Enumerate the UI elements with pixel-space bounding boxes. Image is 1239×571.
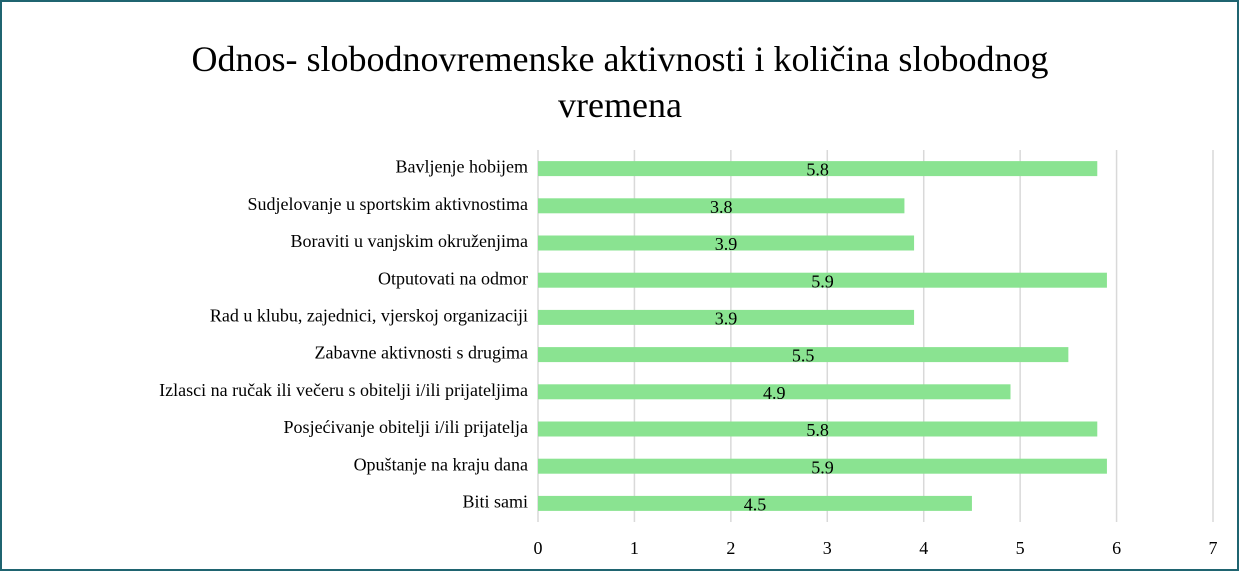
y-tick-label: Zabavne aktivnosti s drugima: [315, 343, 528, 363]
y-tick-label: Rad u klubu, zajednici, vjerskoj organiz…: [210, 306, 528, 326]
bar: [538, 384, 1011, 400]
x-tick-label: 4: [919, 538, 928, 558]
y-tick-label: Opuštanje na kraju dana: [354, 454, 528, 474]
chart-title: Odnos- slobodnovremenske aktivnosti i ko…: [191, 39, 1049, 125]
data-label: 4.5: [744, 495, 767, 515]
data-label: 3.9: [715, 234, 738, 254]
y-tick-label: Biti sami: [462, 492, 528, 512]
bar: [538, 421, 1098, 437]
data-label: 4.9: [763, 383, 786, 403]
bar: [538, 272, 1107, 288]
data-label: 5.9: [811, 457, 834, 477]
x-tick-label: 5: [1016, 538, 1025, 558]
y-tick-label: Otputovati na odmor: [378, 268, 528, 288]
x-tick-label: 2: [726, 538, 735, 558]
bar: [538, 198, 905, 214]
y-tick-label: Bavljenje hobijem: [396, 157, 528, 177]
data-label: 3.9: [715, 309, 738, 329]
data-label: 3.8: [710, 197, 733, 217]
data-label: 5.5: [792, 346, 815, 366]
bar: [538, 309, 915, 325]
x-tick-label: 6: [1112, 538, 1121, 558]
x-tick-label: 1: [630, 538, 639, 558]
bar: [538, 161, 1098, 177]
data-label: 5.8: [806, 160, 829, 180]
x-tick-label: 3: [823, 538, 832, 558]
y-tick-label: Boraviti u vanjskim okruženjima: [291, 231, 528, 251]
y-tick-label: Posjećivanje obitelji i/ili prijatelja: [284, 417, 528, 437]
bar: [538, 458, 1107, 474]
x-tick-label: 0: [534, 538, 543, 558]
bar: [538, 235, 915, 251]
data-label: 5.8: [806, 420, 829, 440]
data-label: 5.9: [811, 271, 834, 291]
x-tick-label: 7: [1209, 538, 1218, 558]
y-tick-label: Izlasci na ručak ili večeru s obitelji i…: [159, 380, 528, 400]
bar: [538, 347, 1069, 363]
y-tick-label: Sudjelovanje u sportskim aktivnostima: [248, 194, 528, 214]
bar: [538, 495, 972, 511]
